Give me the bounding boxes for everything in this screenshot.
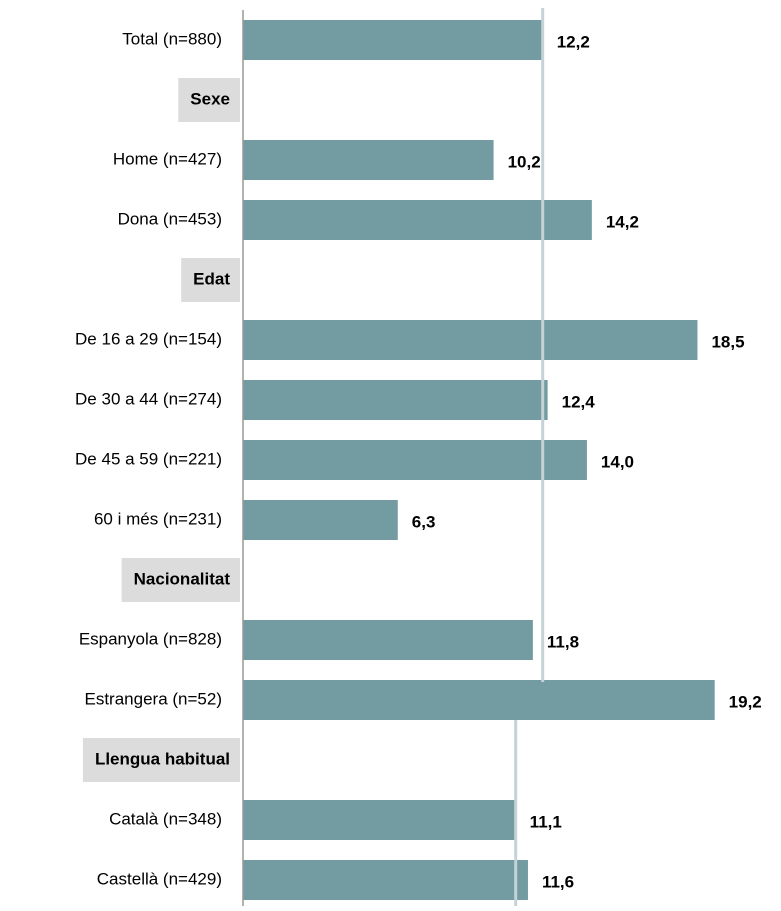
value-label: 6,3 xyxy=(412,512,436,531)
bar xyxy=(243,140,494,180)
category-label: Estrangera (n=52) xyxy=(85,689,223,708)
value-label: 14,2 xyxy=(606,212,639,231)
bar xyxy=(243,440,587,480)
category-label: Total (n=880) xyxy=(122,29,222,48)
value-label: 12,4 xyxy=(562,392,596,411)
value-label: 11,1 xyxy=(530,812,562,831)
value-label: 19,2 xyxy=(729,692,762,711)
category-label: Espanyola (n=828) xyxy=(79,629,222,648)
section-box xyxy=(181,258,240,302)
category-label: Home (n=427) xyxy=(113,149,222,168)
bar xyxy=(243,620,533,660)
category-label: De 30 a 44 (n=274) xyxy=(75,389,222,408)
value-label: 11,6 xyxy=(542,872,574,891)
value-label: 18,5 xyxy=(711,332,744,351)
bar xyxy=(243,200,592,240)
bar xyxy=(243,380,548,420)
value-label: 11,8 xyxy=(547,632,579,651)
section-header: Llengua habitual xyxy=(95,749,230,768)
bar xyxy=(243,680,715,720)
category-label: De 45 a 59 (n=221) xyxy=(75,449,222,468)
bar xyxy=(243,320,698,360)
category-label: 60 i més (n=231) xyxy=(94,509,222,528)
section-box xyxy=(82,738,240,782)
section-box xyxy=(121,558,240,602)
value-label: 14,0 xyxy=(601,452,634,471)
bar xyxy=(243,800,516,840)
bar xyxy=(243,500,398,540)
section-header: Edat xyxy=(193,269,230,288)
category-label: Català (n=348) xyxy=(109,809,222,828)
section-box xyxy=(178,78,240,122)
category-label: Castellà (n=429) xyxy=(97,869,222,888)
section-header: Sexe xyxy=(190,89,230,108)
value-label: 12,2 xyxy=(557,32,590,51)
section-header: Nacionalitat xyxy=(134,569,231,588)
bar xyxy=(243,20,543,60)
bar xyxy=(243,860,528,900)
category-label: Dona (n=453) xyxy=(118,209,222,228)
category-label: De 16 a 29 (n=154) xyxy=(75,329,222,348)
value-label: 10,2 xyxy=(508,152,541,171)
